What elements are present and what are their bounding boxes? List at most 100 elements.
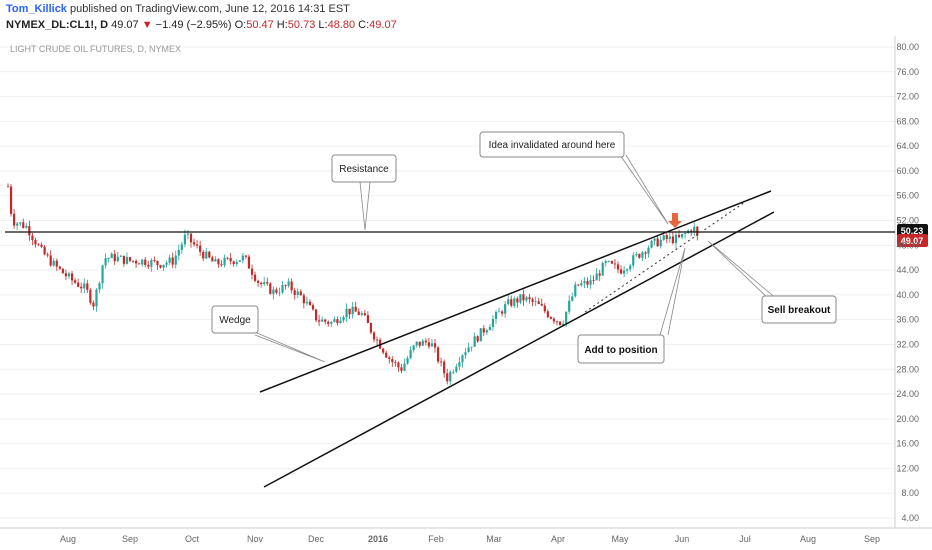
resistance-price-text: 50.23 xyxy=(901,226,924,236)
candle-body xyxy=(565,311,568,324)
candle-body xyxy=(650,240,653,248)
x-tick-label: 2016 xyxy=(368,534,388,544)
candle-body xyxy=(150,260,153,267)
y-tick-label: 56.00 xyxy=(896,191,919,201)
callout-sell-breakout[interactable]: Sell breakout xyxy=(761,295,837,324)
candle-body xyxy=(534,301,537,303)
y-tick-label: 44.00 xyxy=(896,265,919,275)
price-change: −1.49 (−2.95%) xyxy=(155,19,232,31)
candle-body xyxy=(40,244,43,247)
candle-body xyxy=(476,336,479,342)
candle-body xyxy=(375,339,379,341)
candle-body xyxy=(497,311,501,313)
x-tick-label: Dec xyxy=(308,534,325,544)
candle-body xyxy=(473,336,476,347)
candle-body xyxy=(266,282,269,284)
y-tick-label: 12.00 xyxy=(896,463,919,473)
candle-body xyxy=(555,321,559,323)
candle-body xyxy=(257,280,260,283)
callout-idea-invalidated[interactable]: Idea invalidated around here xyxy=(479,131,625,158)
candle-body xyxy=(247,256,251,269)
candle-body xyxy=(510,299,513,306)
callout-resistance[interactable]: Resistance xyxy=(331,154,397,183)
candle-body xyxy=(104,258,107,266)
candle-body xyxy=(528,297,531,300)
y-tick-label: 76.00 xyxy=(896,67,919,77)
x-tick-label: Sep xyxy=(122,534,138,544)
candle-body xyxy=(400,367,403,371)
candle-body xyxy=(519,294,522,303)
candle-body xyxy=(586,281,589,285)
candle-body xyxy=(677,234,681,238)
candle-body xyxy=(260,282,263,285)
candle-body xyxy=(9,186,13,214)
candle-body xyxy=(80,286,83,289)
candle-body xyxy=(22,222,25,228)
callout-idea-text: Idea invalidated around here xyxy=(489,140,616,151)
author-link[interactable]: Tom_Killick xyxy=(6,3,67,15)
low-label: L: xyxy=(318,19,328,31)
candle-body xyxy=(354,306,357,312)
wedge-upper-line[interactable] xyxy=(259,190,772,393)
down-arrow-marker-icon[interactable] xyxy=(668,213,682,228)
candle-body xyxy=(92,302,95,307)
last-price-text: 49.07 xyxy=(901,236,924,246)
candle-body xyxy=(424,340,427,343)
candle-body xyxy=(458,362,461,367)
candle-body xyxy=(696,226,699,236)
x-tick-label: Sep xyxy=(864,534,880,544)
y-tick-label: 4.00 xyxy=(901,513,919,523)
candle-body xyxy=(522,294,525,301)
candle-body xyxy=(113,253,116,262)
candle-body xyxy=(302,295,305,304)
candle-body xyxy=(549,317,552,319)
candle-body xyxy=(67,273,71,277)
candle-body xyxy=(357,311,360,315)
candle-body xyxy=(647,247,650,254)
candle-body xyxy=(580,283,583,286)
candle-body xyxy=(513,298,516,306)
callout-wedge[interactable]: Wedge xyxy=(211,305,259,334)
candle-body xyxy=(37,244,40,246)
candle-body xyxy=(52,260,55,266)
candle-body xyxy=(177,249,180,256)
candle-body xyxy=(501,311,504,314)
candle-body xyxy=(662,235,665,240)
candle-body xyxy=(226,257,229,259)
candle-body xyxy=(589,280,592,285)
candle-body xyxy=(665,235,668,240)
wedge-lower-line[interactable] xyxy=(263,211,775,488)
candle-body xyxy=(281,285,284,293)
candle-body xyxy=(211,257,214,262)
candle-body xyxy=(385,352,388,358)
candle-body xyxy=(412,345,415,351)
x-tick-label: Nov xyxy=(247,534,264,544)
callout-add-to-position[interactable]: Add to position xyxy=(577,334,665,364)
candle-body xyxy=(250,268,254,275)
dotted-trend-line[interactable] xyxy=(584,201,746,313)
y-tick-label: 40.00 xyxy=(896,290,919,300)
candle-body xyxy=(165,262,168,265)
x-tick-label: Oct xyxy=(185,534,200,544)
candle-body xyxy=(598,273,601,276)
candle-body xyxy=(16,223,19,226)
candle-body xyxy=(604,261,607,263)
chart-title: LIGHT CRUDE OIL FUTURES, D, NYMEX xyxy=(10,44,181,54)
candle-body xyxy=(653,238,656,241)
candle-body xyxy=(214,259,217,262)
y-tick-label: 48.00 xyxy=(896,240,919,250)
callout-resistance-text: Resistance xyxy=(339,164,389,175)
candle-body xyxy=(616,264,620,270)
wedge-callout-pointer xyxy=(249,329,326,363)
candle-body xyxy=(641,252,644,258)
candle-body xyxy=(543,305,546,312)
candle-body xyxy=(635,253,638,256)
candles xyxy=(6,183,699,385)
price-chart[interactable]: LIGHT CRUDE OIL FUTURES, D, NYMEX Resist… xyxy=(0,36,932,550)
candle-body xyxy=(558,321,562,325)
candle-body xyxy=(284,285,287,286)
candle-body xyxy=(135,260,138,264)
candle-body xyxy=(336,319,339,324)
candle-body xyxy=(592,280,595,281)
candle-body xyxy=(436,347,440,362)
